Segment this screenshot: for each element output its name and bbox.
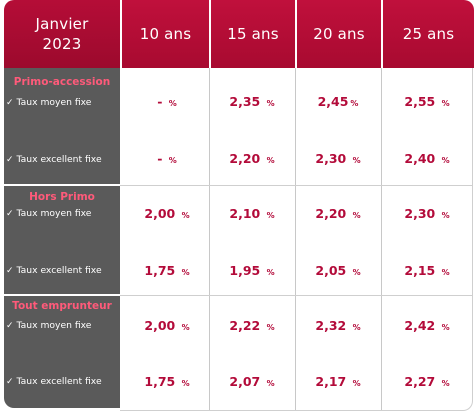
group-title: Tout emprunteur (12, 300, 112, 312)
rate-cell: 2,27 % (404, 374, 450, 389)
column-header-10: 10 ans (120, 0, 209, 68)
rate-cell: 1,75 % (144, 263, 190, 278)
rate-cell: 2,22 % (229, 318, 275, 333)
check-icon: ✓ (6, 155, 14, 165)
group-tout-panel: Tout emprunteur ✓ Taux moyen fixe ✓ Taux e… (4, 296, 120, 408)
rate-cell: 1,95 % (229, 263, 275, 278)
rate-cell: 1,75 % (144, 374, 190, 389)
column-header-20: 20 ans (295, 0, 381, 68)
rate-cell: - % (157, 94, 177, 109)
group-title: Primo-accession (13, 76, 111, 88)
column-header-25: 25 ans (381, 0, 474, 68)
cells-frame (120, 68, 473, 411)
column-header-label: 15 ans (227, 25, 279, 43)
rate-cell: 2,05 % (315, 263, 361, 278)
group-primo-panel: Primo-accession ✓ Taux moyen fixe ✓ Taux e… (4, 68, 120, 184)
check-icon: ✓ (6, 266, 14, 276)
group-divider (120, 185, 473, 186)
rate-cell: 2,15 % (404, 263, 450, 278)
row-label: ✓ Taux excellent fixe (6, 376, 102, 387)
check-icon: ✓ (6, 98, 14, 108)
column-header-label: 20 ans (313, 25, 365, 43)
row-label-text: Taux excellent fixe (16, 376, 102, 387)
rate-cell: 2,55 % (404, 94, 450, 109)
row-label-text: Taux moyen fixe (16, 97, 92, 108)
column-header-label: 10 ans (139, 25, 192, 43)
rate-cell: 2,07 % (229, 374, 275, 389)
rate-cell: 2,10 % (229, 206, 275, 221)
row-label: ✓ Taux moyen fixe (6, 208, 91, 219)
check-icon: ✓ (6, 209, 14, 219)
row-label: ✓ Taux excellent fixe (6, 265, 102, 276)
column-divider (381, 68, 382, 410)
rate-cell: 2,20 % (229, 151, 275, 166)
row-label: ✓ Taux excellent fixe (6, 154, 102, 165)
rate-cell: - % (157, 151, 177, 166)
rate-cell: 2,45% (317, 94, 359, 109)
column-divider (295, 68, 296, 410)
rate-cell: 2,17 % (315, 374, 361, 389)
row-label-text: Taux moyen fixe (16, 208, 92, 219)
rate-cell: 2,32 % (315, 318, 361, 333)
column-divider (209, 68, 210, 410)
group-title: Hors Primo (29, 191, 95, 203)
row-label: ✓ Taux moyen fixe (6, 320, 91, 331)
row-label: ✓ Taux moyen fixe (6, 97, 91, 108)
column-header-15: 15 ans (209, 0, 295, 68)
header-year: 2023 (42, 35, 82, 53)
group-hors-primo-panel: Hors Primo ✓ Taux moyen fixe ✓ Taux excell… (4, 186, 120, 294)
check-icon: ✓ (6, 321, 14, 331)
rate-cell: 2,20 % (315, 206, 361, 221)
rate-cell: 2,35 % (229, 94, 275, 109)
header-month: Janvier (35, 15, 89, 33)
rate-cell: 2,00 % (144, 318, 190, 333)
check-icon: ✓ (6, 377, 14, 387)
row-label-text: Taux moyen fixe (16, 320, 92, 331)
rate-cell: 2,00 % (144, 206, 190, 221)
row-label-text: Taux excellent fixe (16, 154, 102, 165)
rate-cell: 2,30 % (404, 206, 450, 221)
group-divider (120, 295, 473, 296)
rate-cell: 2,30 % (315, 151, 361, 166)
column-header-label: 25 ans (402, 25, 455, 43)
rate-cell: 2,42 % (404, 318, 450, 333)
row-label-text: Taux excellent fixe (16, 265, 102, 276)
header-corner: Janvier 2023 (4, 0, 120, 68)
rate-cell: 2,40 % (404, 151, 450, 166)
